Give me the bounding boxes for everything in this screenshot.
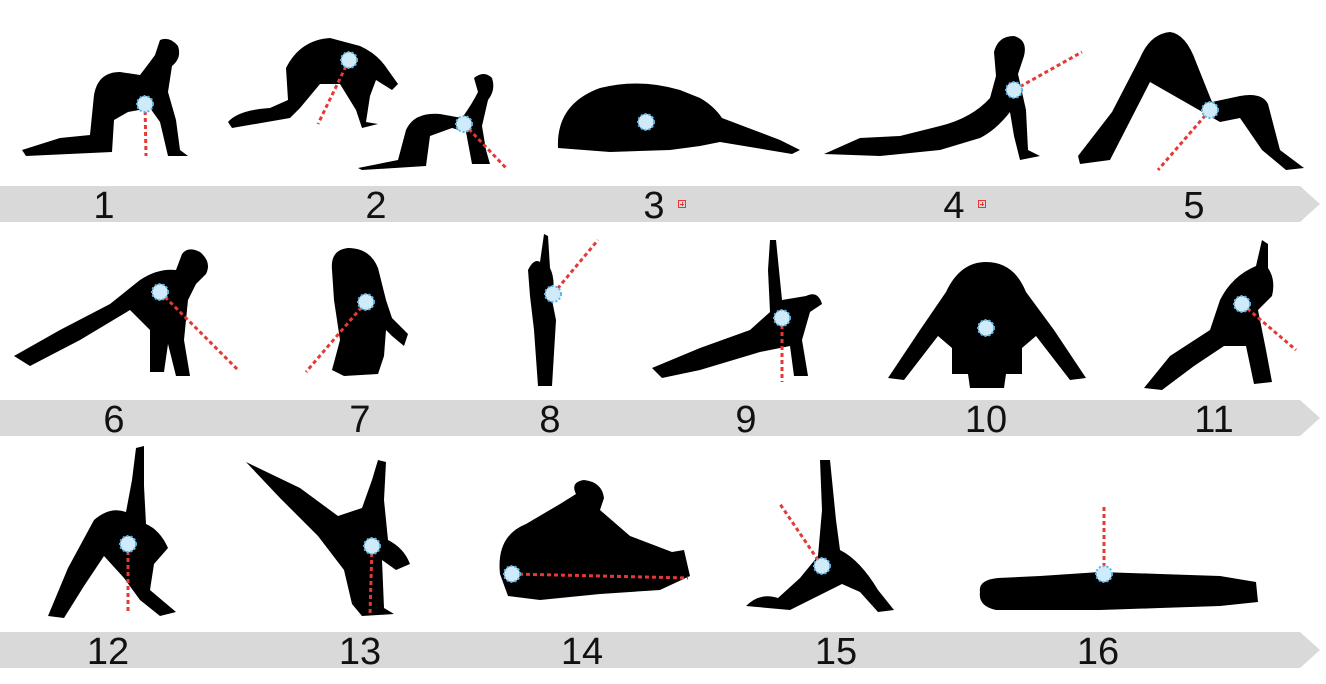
pose-14-center-marker bbox=[503, 565, 689, 583]
row-band-3 bbox=[0, 632, 1320, 668]
pose-label-11: 11 bbox=[1194, 399, 1234, 441]
pose-1-figure bbox=[22, 38, 188, 156]
pose-12-center-marker bbox=[119, 535, 137, 612]
pose-label-13: 13 bbox=[338, 631, 382, 673]
pose-6-center-marker bbox=[151, 283, 240, 372]
pose-2-center-marker-b bbox=[455, 115, 508, 170]
row-band-1 bbox=[0, 186, 1320, 222]
pose-label-2: 2 bbox=[365, 185, 387, 227]
pose-label-16: 16 bbox=[1076, 631, 1120, 673]
pose-16-figure bbox=[979, 572, 1258, 610]
pose-label-8: 8 bbox=[539, 399, 561, 441]
pose-8-center-marker bbox=[544, 239, 600, 303]
pose-label-6: 6 bbox=[103, 399, 125, 441]
pose-9-center-marker bbox=[773, 309, 791, 382]
pose-label-4: 4 bbox=[943, 185, 965, 227]
pose-9-figure bbox=[652, 240, 822, 378]
pose-2-figure-a bbox=[228, 38, 398, 128]
pose-label-5: 5 bbox=[1183, 185, 1205, 227]
pose-6-figure bbox=[14, 249, 208, 376]
pose-4-figure bbox=[824, 36, 1040, 160]
pose-8-figure bbox=[528, 234, 556, 386]
pose-label-12: 12 bbox=[86, 631, 130, 673]
pose-1-center-marker bbox=[136, 95, 154, 157]
pose-label-3: 3 bbox=[643, 185, 665, 227]
pose-16-center-marker bbox=[1095, 506, 1113, 583]
pose-5-figure bbox=[1078, 32, 1304, 170]
pose-5-center-marker bbox=[1156, 101, 1219, 171]
pose-14-figure bbox=[499, 480, 690, 600]
pose-3-center-marker bbox=[637, 113, 655, 131]
pose-label-1: 1 bbox=[93, 185, 115, 227]
row-band-2 bbox=[0, 400, 1320, 436]
pose-2-center-marker-a bbox=[316, 51, 358, 125]
pose-11-center-marker bbox=[1233, 295, 1297, 352]
pose-4-center-marker bbox=[1005, 50, 1083, 99]
pose-13-center-marker bbox=[363, 537, 381, 615]
pose-15-figure bbox=[746, 460, 894, 612]
plus-box-icon-3 bbox=[678, 200, 686, 208]
plus-box-icon-4 bbox=[978, 200, 986, 208]
pose-label-7: 7 bbox=[349, 399, 371, 441]
pose-label-10: 10 bbox=[964, 399, 1008, 441]
pose-7-figure bbox=[331, 248, 408, 376]
pose-13-figure bbox=[246, 460, 410, 616]
pose-15-center-marker bbox=[778, 503, 831, 575]
pose-10-center-marker bbox=[977, 319, 995, 337]
pose-label-14: 14 bbox=[560, 631, 604, 673]
pose-12-figure bbox=[48, 446, 176, 618]
pose-label-9: 9 bbox=[735, 399, 757, 441]
pose-7-center-marker bbox=[304, 293, 375, 373]
pose-label-15: 15 bbox=[814, 631, 858, 673]
pose-2-figure-b bbox=[358, 74, 494, 170]
pose-11-figure bbox=[1144, 240, 1274, 390]
pose-3-figure bbox=[557, 83, 800, 154]
